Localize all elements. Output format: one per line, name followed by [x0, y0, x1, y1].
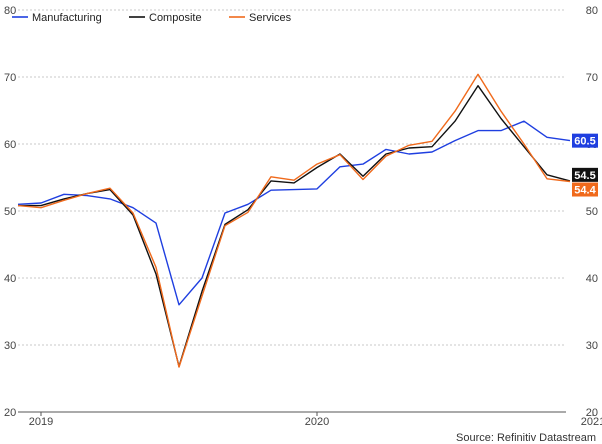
y-tick-label-right: 30 — [586, 340, 598, 352]
y-axis-left: 20 30 40 50 60 70 80 — [4, 5, 16, 419]
y-tick-label-right: 20 — [586, 407, 598, 419]
legend-label-composite: Composite — [149, 12, 202, 24]
end-label-badge-services — [572, 182, 598, 197]
legend: Manufacturing Composite Services — [12, 12, 292, 24]
legend-label-manufacturing: Manufacturing — [32, 12, 102, 24]
grid-lines — [18, 9, 566, 346]
y-tick-label-right: 70 — [586, 72, 598, 84]
y-tick-label-right: 80 — [586, 5, 598, 17]
y-tick-label-left: 40 — [4, 273, 16, 285]
x-tick-label: 2019 — [29, 416, 53, 428]
y-tick-label-right: 50 — [586, 206, 598, 218]
series-line-composite — [18, 84, 571, 368]
end-value-labels: 60.5 54.5 54.4 — [572, 133, 598, 197]
series-line-services — [17, 73, 571, 368]
y-tick-label-left: 50 — [4, 206, 16, 218]
source-note: Source: Refinitiv Datastream — [456, 432, 596, 444]
y-tick-label-left: 20 — [4, 407, 16, 419]
y-tick-label-left: 80 — [4, 5, 16, 17]
y-tick-label-left: 60 — [4, 139, 16, 151]
legend-label-services: Services — [249, 12, 292, 24]
end-label-services: 54.4 — [574, 185, 596, 197]
y-tick-label-left: 70 — [4, 72, 16, 84]
x-axis: 2019 2020 2021 — [29, 412, 602, 428]
end-label-badge-manufacturing — [572, 133, 598, 148]
y-tick-label-left: 30 — [4, 340, 16, 352]
end-label-manufacturing: 60.5 — [574, 136, 595, 148]
series-line-manufacturing — [17, 120, 571, 306]
series-lines — [17, 73, 571, 368]
x-tick-label: 2020 — [305, 416, 329, 428]
end-label-composite: 54.5 — [574, 170, 595, 182]
x-tick-label: 2021 — [581, 416, 602, 428]
end-label-badge-composite — [572, 167, 598, 182]
y-tick-label-right: 40 — [586, 273, 598, 285]
